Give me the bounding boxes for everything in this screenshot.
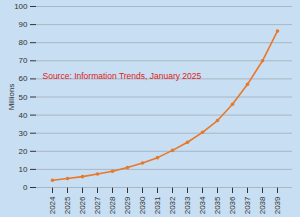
svg-text:2027: 2027 (93, 196, 102, 214)
svg-text:2031: 2031 (153, 196, 162, 214)
svg-text:2029: 2029 (123, 196, 132, 214)
svg-text:100: 100 (14, 2, 28, 11)
svg-text:2039: 2039 (273, 196, 282, 214)
svg-text:2034: 2034 (198, 196, 207, 214)
svg-text:2024: 2024 (48, 196, 57, 214)
svg-text:0: 0 (23, 183, 28, 192)
svg-text:60: 60 (19, 74, 28, 83)
svg-text:20: 20 (19, 147, 28, 156)
svg-text:Millions: Millions (7, 84, 16, 111)
svg-text:2025: 2025 (63, 196, 72, 214)
svg-text:80: 80 (19, 38, 28, 47)
svg-text:2026: 2026 (78, 196, 87, 214)
svg-text:Source: Information Trends, Ja: Source: Information Trends, January 2025 (43, 71, 202, 81)
svg-text:2035: 2035 (213, 196, 222, 214)
svg-text:2037: 2037 (243, 196, 252, 214)
svg-text:30: 30 (19, 129, 28, 138)
svg-text:70: 70 (19, 56, 28, 65)
svg-text:2038: 2038 (258, 196, 267, 214)
svg-text:90: 90 (19, 20, 28, 29)
svg-text:2036: 2036 (228, 196, 237, 214)
svg-text:40: 40 (19, 111, 28, 120)
svg-text:10: 10 (19, 165, 28, 174)
svg-text:2032: 2032 (168, 196, 177, 214)
svg-text:2033: 2033 (183, 196, 192, 214)
svg-text:50: 50 (19, 93, 28, 102)
svg-text:2028: 2028 (108, 196, 117, 214)
svg-text:2030: 2030 (138, 196, 147, 214)
